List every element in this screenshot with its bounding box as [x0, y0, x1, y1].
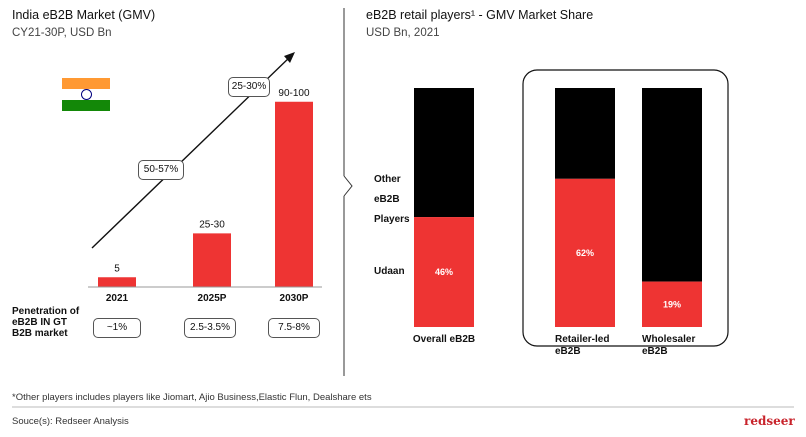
share-category-label: Overall eB2B: [413, 334, 475, 345]
other-players-segment: [414, 88, 474, 218]
share-category-label: Wholesaler: [642, 334, 695, 345]
penetration-label-line: Penetration of: [12, 306, 80, 317]
penetration-label: Penetration of eB2B IN GT B2B market: [12, 306, 79, 339]
other-players-label-line: eB2B: [374, 194, 400, 205]
gmv-value-label: 5: [114, 263, 120, 274]
right-bar-group: 46%Overall eB2B62%Retailer-ledeB2B19%Who…: [413, 88, 702, 357]
footnote: *Other players includes players like Jio…: [12, 392, 372, 403]
gmv-bar: [275, 101, 313, 287]
gmv-value-label: 90-100: [278, 88, 310, 99]
penetration-value-2021: ~1%: [93, 318, 141, 338]
udaan-share-label: 46%: [435, 267, 453, 277]
redseer-logo: redseer: [744, 414, 795, 428]
other-players-label: Other eB2B Players: [374, 170, 410, 230]
gmv-category-label: 2030P: [280, 293, 309, 304]
penetration-label-line: eB2B IN GT: [12, 317, 68, 328]
left-chart-subtitle: CY21-30P, USD Bn: [12, 27, 112, 39]
share-category-label: Retailer-led: [555, 334, 609, 345]
udaan-share-label: 19%: [663, 299, 681, 309]
udaan-segment: [642, 281, 702, 327]
udaan-label: Udaan: [374, 266, 405, 277]
right-chart-title: eB2B retail players¹ - GMV Market Share: [366, 8, 594, 22]
right-chart-subtitle: USD Bn, 2021: [366, 27, 440, 39]
other-players-segment: [642, 88, 702, 282]
other-players-label-line: Players: [374, 214, 410, 225]
left-bar-group: 5 2021 25-30 2025P 90-100 2030P: [98, 88, 313, 304]
penetration-label-line: B2B market: [12, 328, 68, 339]
penetration-value-2025: 2.5-3.5%: [184, 318, 236, 338]
penetration-value-2030: 7.5-8%: [268, 318, 320, 338]
udaan-segment: [414, 217, 474, 327]
other-players-segment: [555, 88, 615, 179]
left-chart-title: India eB2B Market (GMV): [12, 8, 156, 22]
segment-highlight-box: [522, 69, 729, 347]
source-note: Souce(s): Redseer Analysis: [12, 416, 129, 427]
share-category-label: eB2B: [555, 346, 581, 357]
gmv-bar: [193, 233, 231, 287]
gmv-value-label: 25-30: [199, 219, 225, 230]
gmv-category-label: 2021: [106, 293, 129, 304]
udaan-segment: [555, 178, 615, 327]
gmv-category-label: 2025P: [198, 293, 227, 304]
growth-arrow-head-icon: [284, 52, 295, 63]
udaan-share-label: 62%: [576, 248, 594, 258]
other-players-label-line: Other: [374, 174, 401, 185]
divider-chevron: [343, 175, 353, 197]
growth-label-2021-2025: 50-57%: [138, 160, 184, 180]
share-category-label: eB2B: [642, 346, 668, 357]
growth-label-2025-2030: 25-30%: [228, 77, 270, 97]
gmv-bar: [98, 277, 136, 287]
india-flag-icon: [62, 78, 110, 111]
